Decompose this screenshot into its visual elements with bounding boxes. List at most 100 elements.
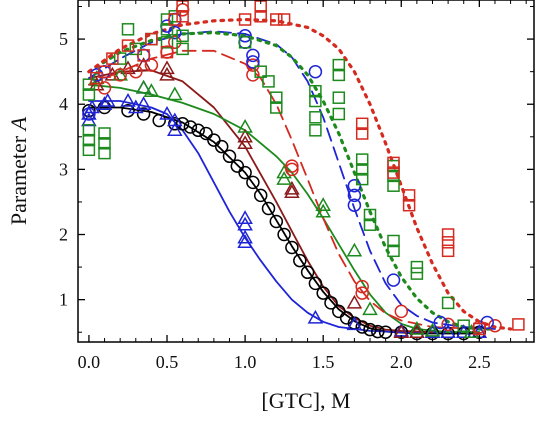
data-point-6-20 xyxy=(262,75,275,88)
data-point-3-9 xyxy=(315,203,331,218)
data-point-7-4 xyxy=(137,49,150,62)
fit-curves xyxy=(87,17,513,335)
data-point-4-0 xyxy=(97,81,112,95)
data-point-0-8 xyxy=(191,123,205,138)
data-point-1-21 xyxy=(440,324,456,338)
data-point-0-19 xyxy=(277,227,291,242)
data-point-6-13 xyxy=(160,23,174,36)
data-point-6-3 xyxy=(82,88,96,101)
data-point-0-7 xyxy=(183,120,198,134)
data-point-6-12 xyxy=(160,13,174,26)
data-point-0-17 xyxy=(261,201,276,216)
data-point-6-39 xyxy=(387,234,400,248)
data-point-0-21 xyxy=(293,253,307,268)
data-point-6-28 xyxy=(332,68,346,82)
data-point-4-12 xyxy=(355,286,369,300)
x-tick-label-0: 0.0 xyxy=(78,352,101,372)
x-tick-label-5: 2.5 xyxy=(468,352,491,372)
data-point-3-3 xyxy=(143,83,160,97)
data-point-7-9 xyxy=(176,10,189,23)
data-point-0-31 xyxy=(371,324,385,339)
data-point-6-27 xyxy=(332,58,346,72)
y-axis-title: Parameter A xyxy=(6,116,31,225)
data-point-6-0 xyxy=(82,143,96,157)
y-tick-label-0: 1 xyxy=(59,290,68,310)
data-point-1-14 xyxy=(237,229,253,244)
data-point-7-1 xyxy=(98,65,111,78)
data-point-1-2 xyxy=(84,99,100,114)
data-point-7-5 xyxy=(145,32,158,46)
data-point-7-10 xyxy=(238,13,252,26)
data-point-7-22 xyxy=(441,236,455,249)
data-point-0-23 xyxy=(308,276,323,291)
data-point-3-8 xyxy=(315,197,331,211)
data-point-7-23 xyxy=(441,244,455,258)
data-markers xyxy=(81,0,525,341)
data-point-7-25 xyxy=(512,318,525,331)
x-axis-ticks: 0.0 0.5 1.0 1.5 2.0 2.5 xyxy=(78,0,527,372)
data-point-3-6 xyxy=(276,164,292,179)
data-point-0-12 xyxy=(222,149,237,164)
data-point-6-32 xyxy=(355,163,369,176)
data-point-6-14 xyxy=(160,36,174,49)
data-point-0-20 xyxy=(285,240,299,255)
data-point-4-2 xyxy=(129,64,143,79)
data-point-6-5 xyxy=(98,146,111,160)
data-point-6-2 xyxy=(82,124,96,137)
data-point-6-44 xyxy=(457,319,470,332)
data-point-5-7 xyxy=(238,29,252,43)
data-point-1-9 xyxy=(159,105,175,120)
data-point-1-13 xyxy=(237,216,253,231)
y-tick-label-1: 2 xyxy=(59,225,68,245)
data-point-1-17 xyxy=(346,316,363,331)
data-point-5-12 xyxy=(347,178,362,193)
data-point-1-12 xyxy=(237,210,253,224)
x-axis-title: [GTC], M xyxy=(261,388,350,413)
fit-curve-3 xyxy=(88,83,481,334)
data-point-5-9 xyxy=(246,48,260,63)
data-point-7-24 xyxy=(473,322,486,336)
data-point-6-16 xyxy=(176,29,189,43)
data-point-6-38 xyxy=(387,179,400,192)
data-point-7-2 xyxy=(106,52,119,65)
data-point-3-5 xyxy=(237,118,253,133)
y-tick-label-4: 5 xyxy=(59,29,68,49)
data-point-7-13 xyxy=(270,13,283,26)
data-point-7-14 xyxy=(277,13,291,26)
data-point-6-6 xyxy=(98,137,111,150)
data-point-2-1 xyxy=(104,66,121,81)
data-point-4-10 xyxy=(285,162,299,177)
data-point-7-17 xyxy=(387,156,400,170)
fit-curve-7 xyxy=(87,17,513,331)
data-point-4-3 xyxy=(144,58,159,72)
data-point-3-2 xyxy=(135,79,152,94)
data-point-6-19 xyxy=(254,65,267,78)
data-point-6-43 xyxy=(441,296,455,310)
plot-frame xyxy=(77,0,535,343)
data-point-2-12 xyxy=(409,324,425,338)
data-point-0-25 xyxy=(324,296,338,310)
data-point-3-4 xyxy=(167,86,183,101)
data-point-6-8 xyxy=(113,52,127,65)
data-point-1-3 xyxy=(96,96,113,110)
data-point-6-7 xyxy=(98,127,111,140)
data-point-6-26 xyxy=(309,124,322,137)
data-point-2-8 xyxy=(284,180,300,195)
y-axis-title-symbol: A xyxy=(6,116,31,132)
data-point-1-16 xyxy=(307,309,324,324)
fit-curve-6 xyxy=(87,31,497,331)
x-tick-label-3: 1.5 xyxy=(312,352,335,372)
data-point-0-29 xyxy=(355,320,369,334)
data-point-3-10 xyxy=(346,242,363,257)
data-point-6-23 xyxy=(309,84,322,98)
data-point-6-33 xyxy=(355,172,369,186)
data-point-6-42 xyxy=(410,267,424,280)
data-point-6-10 xyxy=(129,42,143,56)
data-point-4-13 xyxy=(394,304,409,319)
data-point-5-10 xyxy=(246,55,260,69)
data-point-2-3 xyxy=(135,57,152,71)
data-point-0-4 xyxy=(152,113,166,128)
data-point-7-7 xyxy=(168,13,182,26)
data-point-6-40 xyxy=(387,244,400,258)
